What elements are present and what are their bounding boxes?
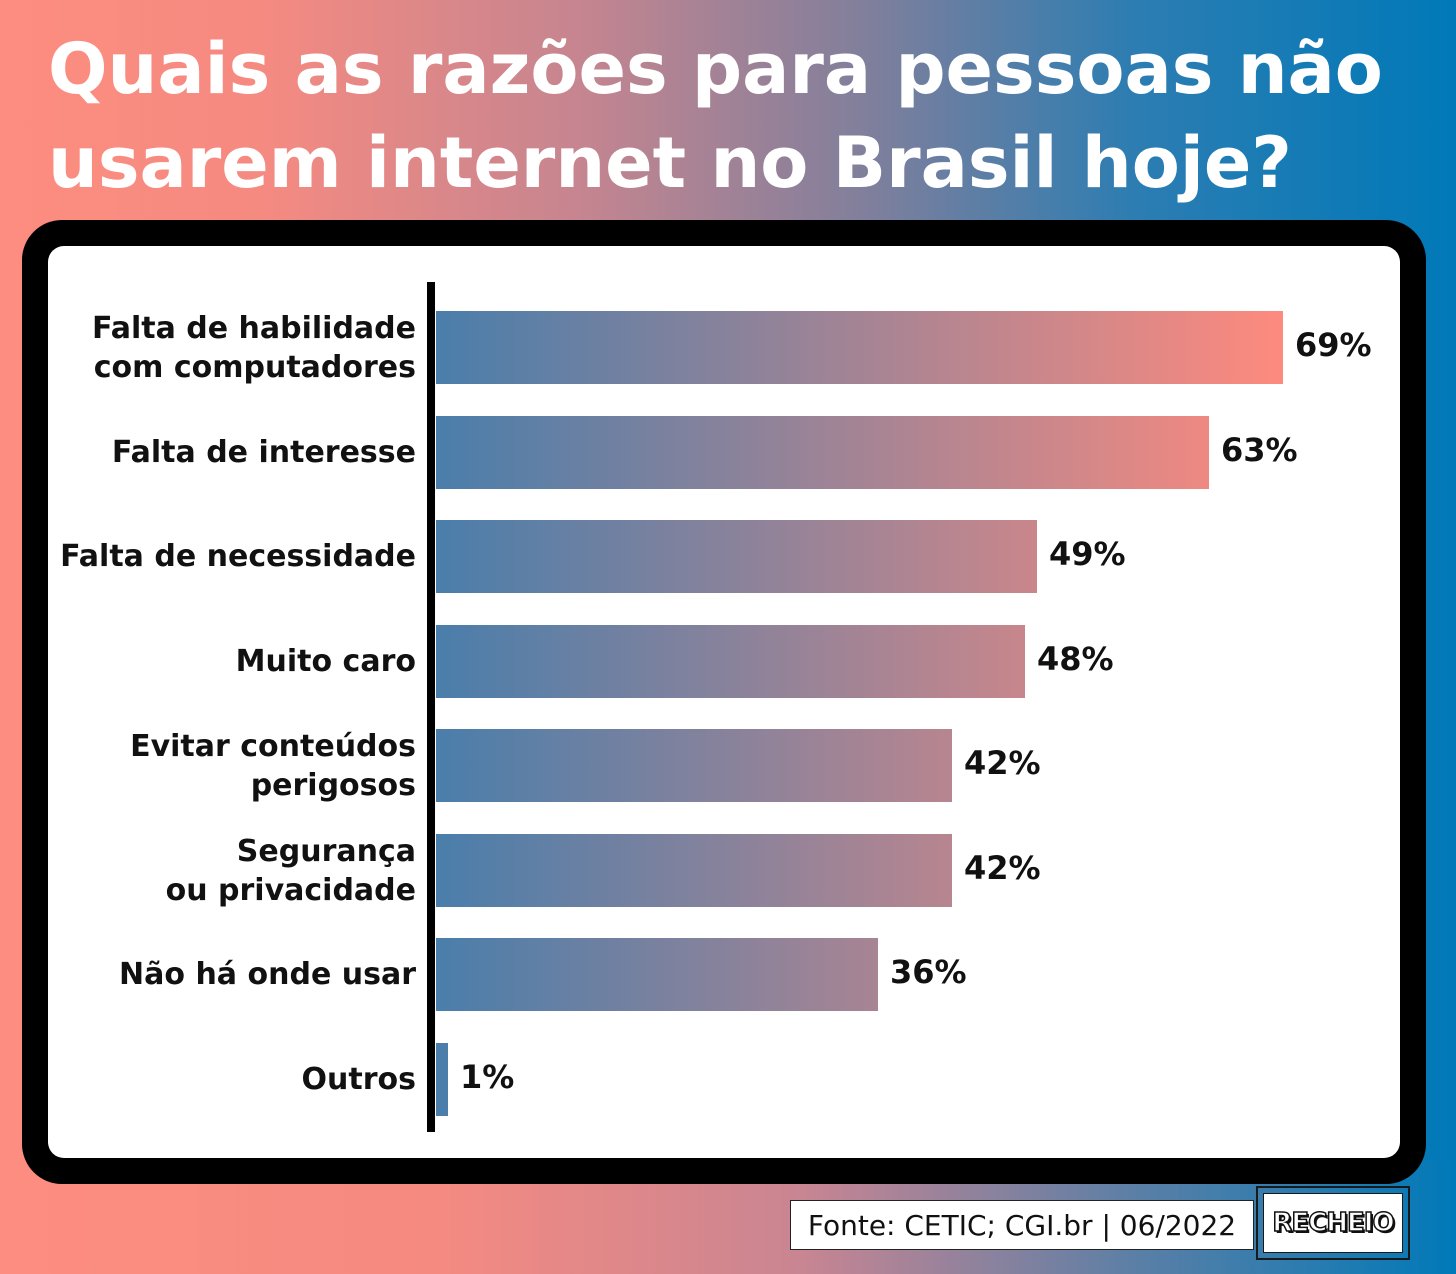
value-label-1: 63%: [1221, 431, 1298, 469]
value-label-7: 1%: [460, 1058, 515, 1096]
value-label-0: 69%: [1295, 326, 1372, 364]
category-label-7: Outros: [36, 1060, 416, 1099]
value-label-5: 42%: [964, 849, 1041, 887]
bar-2: [436, 520, 1037, 593]
source-text: Fonte: CETIC; CGI.br | 06/2022: [807, 1208, 1237, 1242]
page-title: Quais as razões para pessoas não usarem …: [48, 28, 1383, 204]
bar-3: [436, 625, 1025, 698]
bar-1: [436, 416, 1209, 489]
value-label-4: 42%: [964, 744, 1041, 782]
category-label-line: Evitar conteúdos: [130, 728, 416, 764]
category-label-line: Muito caro: [235, 644, 416, 679]
bar-6: [436, 938, 878, 1011]
category-label-3: Muito caro: [36, 642, 416, 681]
value-label-2: 49%: [1049, 535, 1126, 573]
category-label-line: ou privacidade: [165, 872, 416, 908]
brand-logo: RECHEIO: [1256, 1186, 1410, 1260]
category-label-line: Não há onde usar: [119, 957, 416, 992]
category-label-6: Não há onde usar: [36, 955, 416, 994]
value-label-3: 48%: [1037, 640, 1114, 678]
category-label-5: Segurança ou privacidade: [36, 832, 416, 910]
bar-0: [436, 311, 1283, 384]
bar-5: [436, 834, 952, 907]
source-note: Fonte: CETIC; CGI.br | 06/2022: [790, 1200, 1254, 1250]
category-label-line: Segurança: [236, 833, 416, 869]
category-label-4: Evitar conteúdos perigosos: [36, 727, 416, 805]
y-axis-line: [427, 282, 435, 1132]
category-label-line: perigosos: [250, 767, 416, 803]
category-label-line: Outros: [301, 1062, 416, 1097]
category-label-1: Falta de interesse: [36, 433, 416, 472]
category-label-line: Falta de necessidade: [60, 539, 416, 574]
bar-4: [436, 729, 952, 802]
category-label-line: Falta de habilidade: [91, 310, 416, 346]
category-label-0: Falta de habilidade com computadores: [36, 309, 416, 387]
category-label-line: com computadores: [93, 349, 416, 385]
logo-wordmark: RECHEIO: [1263, 1193, 1403, 1253]
bar-7: [436, 1043, 448, 1116]
value-label-6: 36%: [890, 953, 967, 991]
category-label-line: Falta de interesse: [111, 435, 416, 470]
category-label-2: Falta de necessidade: [36, 537, 416, 576]
